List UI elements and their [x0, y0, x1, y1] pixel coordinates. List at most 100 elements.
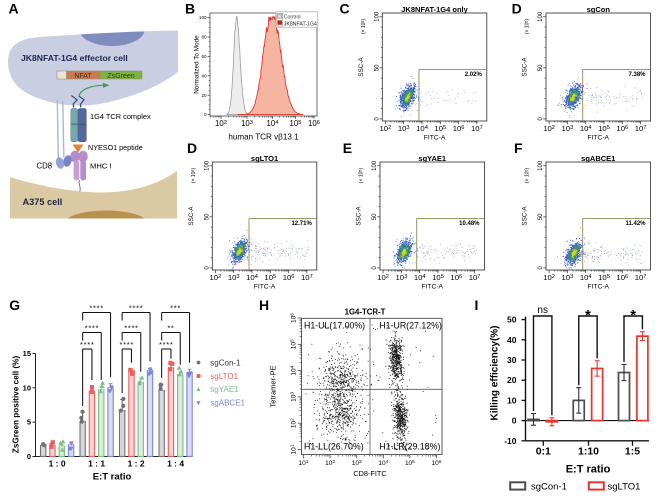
svg-text:(× 105): (× 105) [190, 168, 196, 184]
svg-text:50: 50 [538, 213, 544, 220]
svg-text:7.38%: 7.38% [628, 72, 646, 78]
svg-text:sgLTO1: sgLTO1 [608, 482, 641, 493]
svg-text:FITC-A: FITC-A [587, 135, 609, 142]
svg-text:50: 50 [507, 315, 517, 325]
svg-text:*: * [585, 307, 591, 324]
svg-text:sgCon-1: sgCon-1 [210, 358, 241, 367]
svg-text:1 : 1: 1 : 1 [88, 459, 105, 469]
svg-text:E: E [343, 140, 352, 156]
svg-text:CD8: CD8 [37, 162, 53, 171]
svg-text:100: 100 [538, 11, 544, 22]
svg-text:F: F [514, 140, 523, 156]
svg-text:1:5: 1:5 [625, 446, 640, 458]
svg-text:****: **** [159, 340, 173, 349]
svg-text:(× 105): (× 105) [358, 168, 364, 184]
svg-text:50: 50 [538, 64, 544, 71]
svg-text:human TCR vβ13.1: human TCR vβ13.1 [228, 133, 299, 142]
svg-text:sgCon-1: sgCon-1 [531, 482, 567, 493]
svg-text:*: * [630, 307, 636, 324]
svg-text:sgLTO1: sgLTO1 [210, 372, 238, 381]
svg-text:5: 5 [27, 418, 31, 427]
svg-text:D: D [187, 140, 197, 156]
svg-text:JK8NFAT-1G4 effector cell: JK8NFAT-1G4 effector cell [21, 53, 128, 63]
svg-text:C: C [340, 1, 350, 17]
svg-text:sgABCE1: sgABCE1 [210, 399, 245, 408]
svg-text:NYESO1 peptide: NYESO1 peptide [88, 143, 143, 152]
svg-text:0: 0 [27, 452, 31, 461]
svg-text:(× 105): (× 105) [524, 168, 530, 184]
svg-text:1G4 TCR complex: 1G4 TCR complex [90, 112, 151, 121]
svg-text:****: **** [124, 324, 138, 333]
svg-text:1 : 2: 1 : 2 [128, 459, 145, 469]
svg-text:Tetramer-PE: Tetramer-PE [269, 365, 278, 407]
svg-text:0: 0 [204, 112, 207, 117]
svg-text:sgYAE1: sgYAE1 [418, 154, 446, 163]
svg-text:****: **** [89, 304, 103, 313]
svg-text:FITC-A: FITC-A [421, 284, 443, 291]
svg-text:sgYAE1: sgYAE1 [210, 385, 239, 394]
svg-text:15: 15 [23, 349, 31, 358]
svg-text:40: 40 [201, 73, 207, 78]
svg-text:12.71%: 12.71% [291, 221, 312, 227]
svg-text:100: 100 [538, 160, 544, 171]
svg-text:30: 30 [507, 355, 517, 365]
svg-text:****: **** [85, 324, 99, 333]
svg-text:20: 20 [507, 375, 517, 385]
svg-text:E:T ratio: E:T ratio [93, 472, 132, 483]
svg-text:20: 20 [201, 93, 207, 98]
svg-text:SSC-A: SSC-A [358, 57, 365, 77]
svg-text:FITC-A: FITC-A [424, 135, 446, 142]
svg-text:50: 50 [205, 213, 211, 220]
svg-text:ZsGreen positive cell (%): ZsGreen positive cell (%) [12, 356, 21, 454]
svg-text:****: **** [80, 340, 94, 349]
svg-text:sgABCE1: sgABCE1 [581, 154, 615, 163]
svg-text:CD8-FITC: CD8-FITC [353, 469, 386, 478]
svg-text:-10: -10 [504, 436, 517, 446]
svg-text:(× 105): (× 105) [360, 19, 366, 35]
svg-text:D: D [512, 1, 522, 17]
svg-text:****: **** [129, 304, 143, 313]
svg-text:**: ** [167, 324, 174, 333]
svg-text:SSC-A: SSC-A [356, 206, 363, 226]
svg-text:***: *** [170, 304, 181, 313]
svg-text:1 : 0: 1 : 0 [49, 459, 66, 469]
svg-text:1:10: 1:10 [578, 446, 599, 458]
svg-text:50: 50 [372, 213, 378, 220]
svg-text:G: G [9, 297, 20, 313]
svg-text:H1-UR(27.12%): H1-UR(27.12%) [379, 321, 442, 331]
svg-text:Normalized To Mode: Normalized To Mode [194, 35, 201, 94]
svg-text:1G4-TCR-T: 1G4-TCR-T [345, 308, 386, 317]
svg-text:10: 10 [23, 383, 31, 392]
svg-text:50: 50 [375, 64, 381, 71]
svg-text:(× 105): (× 105) [524, 19, 530, 35]
svg-text:10.48%: 10.48% [459, 221, 480, 227]
svg-text:ns: ns [537, 305, 548, 316]
svg-text:A: A [9, 1, 19, 17]
svg-text:A375 cell: A375 cell [23, 197, 63, 207]
svg-text:sgCon: sgCon [587, 5, 611, 14]
svg-text:60: 60 [201, 54, 207, 59]
svg-text:2.02%: 2.02% [465, 72, 483, 78]
svg-text:SSC-A: SSC-A [188, 206, 195, 226]
svg-text:Control: Control [284, 15, 301, 21]
svg-text:80: 80 [201, 35, 207, 40]
svg-text:JK8NFAT-1G4 only: JK8NFAT-1G4 only [401, 5, 468, 14]
svg-text:0: 0 [512, 416, 517, 426]
svg-text:11.42%: 11.42% [625, 221, 646, 227]
svg-text:10: 10 [507, 395, 517, 405]
svg-text:1 : 4: 1 : 4 [167, 459, 184, 469]
svg-text:NFAT: NFAT [74, 73, 92, 80]
svg-text:100: 100 [205, 160, 211, 171]
svg-text:SSC-A: SSC-A [522, 57, 529, 77]
svg-text:FITC-A: FITC-A [587, 284, 609, 291]
svg-text:ZsGreen: ZsGreen [107, 73, 134, 80]
svg-text:B: B [185, 1, 195, 17]
svg-text:100: 100 [372, 160, 378, 171]
svg-text:H1-UL(17.00%): H1-UL(17.00%) [304, 321, 365, 331]
svg-text:JK8NFAT-1G4: JK8NFAT-1G4 [284, 21, 317, 27]
svg-text:H: H [259, 297, 269, 313]
svg-text:40: 40 [507, 335, 517, 345]
svg-text:MHC I: MHC I [90, 162, 112, 171]
svg-text:E:T ratio: E:T ratio [566, 464, 611, 476]
svg-text:SSC-A: SSC-A [522, 206, 529, 226]
